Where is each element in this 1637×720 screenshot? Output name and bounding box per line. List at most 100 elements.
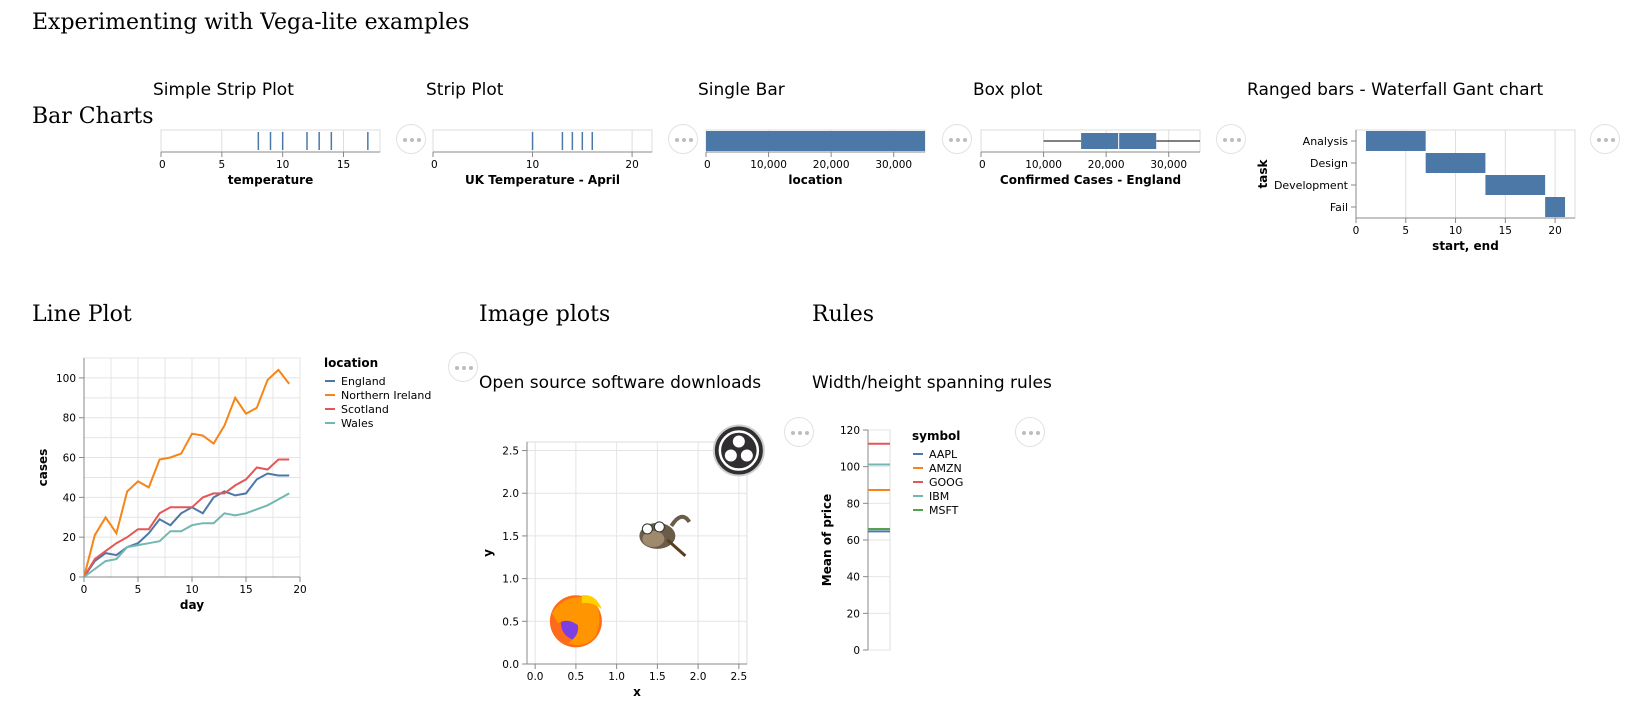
rules-legend-label: AMZN bbox=[929, 462, 962, 475]
gantt-bar bbox=[1365, 131, 1426, 151]
line-legend-label: Wales bbox=[341, 417, 374, 430]
rules-y-tick-label: 120 bbox=[840, 425, 860, 437]
images-x-tick-label: 0.5 bbox=[568, 671, 585, 683]
line-series-scotland bbox=[83, 458, 290, 578]
rules-legend-label: AAPL bbox=[929, 448, 958, 461]
gantt-x-tick-label: 0 bbox=[1353, 225, 1360, 237]
chart-actions-button-strip[interactable] bbox=[668, 124, 698, 154]
chart-title-strip: Strip Plot bbox=[426, 80, 504, 100]
single_bar-x-tick-label: 30,000 bbox=[875, 159, 912, 171]
rules-y-tick-label: 0 bbox=[853, 645, 860, 657]
simple_strip-x-tick-label: 5 bbox=[218, 159, 225, 171]
images-x-tick-label: 0.0 bbox=[527, 671, 544, 683]
gantt-bar bbox=[1425, 153, 1486, 173]
line-x-tick-label: 15 bbox=[239, 584, 252, 596]
line-y-tick-label: 80 bbox=[63, 413, 76, 425]
firefox-logo-fox bbox=[551, 597, 600, 646]
images-x-tick-label: 1.5 bbox=[649, 671, 666, 683]
gimp-logo-eye bbox=[641, 523, 653, 535]
chart-actions-button-simple-strip[interactable] bbox=[396, 124, 426, 154]
obs-logo-ring bbox=[718, 430, 760, 471]
chart-title-gantt: Ranged bars - Waterfall Gant chart bbox=[1247, 80, 1544, 100]
chart-actions-button-gantt[interactable] bbox=[1590, 124, 1620, 154]
chart-title-box-plot: Box plot bbox=[973, 80, 1043, 100]
box-x-tick-label: 0 bbox=[979, 159, 986, 171]
simple_strip-x-tick-label: 0 bbox=[159, 159, 166, 171]
box-x-tick-label: 10,000 bbox=[1025, 159, 1062, 171]
line-x-tick-label: 5 bbox=[135, 584, 142, 596]
gimp-logo-ear bbox=[669, 514, 692, 528]
chart-actions-button-rules[interactable] bbox=[1015, 417, 1045, 447]
simple_strip-x-axis-title: temperature bbox=[228, 173, 313, 187]
images-x-tick-label: 2.0 bbox=[690, 671, 707, 683]
images-point-obs bbox=[712, 424, 765, 477]
gimp-logo-brush bbox=[666, 538, 687, 558]
rules-legend-title: symbol bbox=[912, 429, 960, 443]
line-x-axis-title: day bbox=[180, 598, 204, 612]
images-y-tick-label: 0.5 bbox=[502, 616, 519, 628]
line-x-tick-label: 10 bbox=[185, 584, 198, 596]
line-series-wales bbox=[83, 492, 290, 578]
rules-legend-label: IBM bbox=[929, 490, 949, 503]
chart-actions-button-box-plot[interactable] bbox=[1216, 124, 1246, 154]
images-y-tick-label: 2.0 bbox=[502, 488, 519, 500]
simple_strip-x-tick-label: 15 bbox=[337, 159, 350, 171]
line-y-tick-label: 0 bbox=[69, 572, 76, 584]
obs-logo-dot bbox=[730, 433, 747, 450]
line-series-northern-ireland bbox=[83, 368, 290, 578]
rules-y-tick-label: 60 bbox=[847, 535, 860, 547]
line-y-axis-title: cases bbox=[36, 449, 50, 487]
images-y-tick-label: 2.5 bbox=[502, 446, 519, 458]
line-legend-title: location bbox=[324, 356, 378, 370]
single_bar-x-tick-label: 20,000 bbox=[813, 159, 850, 171]
rules-y-tick-label: 40 bbox=[847, 572, 860, 584]
gantt-y-tick-label: Analysis bbox=[1303, 135, 1349, 148]
gantt-bar bbox=[1545, 197, 1566, 217]
images-x-axis-title: x bbox=[633, 685, 641, 699]
rules-legend-label: GOOG bbox=[929, 476, 963, 489]
gantt-x-tick-label: 5 bbox=[1402, 225, 1409, 237]
chart-actions-button-single-bar[interactable] bbox=[942, 124, 972, 154]
rules-y-tick-label: 100 bbox=[840, 462, 860, 474]
strip-x-axis-title: UK Temperature - April bbox=[465, 173, 620, 187]
line-y-tick-label: 40 bbox=[63, 492, 76, 504]
images-y-tick-label: 1.0 bbox=[502, 574, 519, 586]
rules-y-tick-label: 20 bbox=[847, 608, 860, 620]
line-x-tick-label: 20 bbox=[293, 584, 306, 596]
obs-logo-icon bbox=[712, 424, 765, 477]
strip-x-tick-label: 20 bbox=[625, 159, 638, 171]
chart-title-single-bar: Single Bar bbox=[698, 80, 785, 100]
rules-y-tick-label: 80 bbox=[847, 498, 860, 510]
obs-logo-dot bbox=[738, 447, 755, 464]
single_bar-x-axis-title: location bbox=[788, 173, 842, 187]
section-title-bar-charts: Bar Charts bbox=[32, 104, 154, 129]
single-bar-rect bbox=[706, 131, 925, 151]
single_bar-x-tick-label: 10,000 bbox=[750, 159, 787, 171]
line-y-tick-label: 60 bbox=[63, 453, 76, 465]
gimp-logo-eye bbox=[653, 521, 665, 533]
images-x-tick-label: 2.5 bbox=[731, 671, 748, 683]
box-x-tick-label: 30,000 bbox=[1150, 159, 1187, 171]
rules-y-axis-title: Mean of price bbox=[820, 494, 834, 586]
images-point-firefox bbox=[549, 595, 602, 648]
section-title-image-plots: Image plots bbox=[479, 302, 611, 327]
line-y-tick-label: 20 bbox=[63, 532, 76, 544]
line-legend-label: Scotland bbox=[341, 403, 389, 416]
images-y-axis-title: y bbox=[481, 549, 495, 557]
gimp-logo-snout bbox=[642, 530, 665, 547]
gantt-y-axis-title: task bbox=[1256, 159, 1270, 189]
chart-actions-button-images[interactable] bbox=[784, 417, 814, 447]
line-series-england bbox=[83, 472, 290, 578]
chart-title-rules: Width/height spanning rules bbox=[812, 373, 1052, 393]
box-x-axis-title: Confirmed Cases - England bbox=[1000, 173, 1181, 187]
line-legend-label: Northern Ireland bbox=[341, 389, 431, 402]
section-title-rules: Rules bbox=[812, 302, 875, 327]
gantt-x-tick-label: 15 bbox=[1499, 225, 1512, 237]
line-legend-label: England bbox=[341, 375, 386, 388]
images-point-gimp bbox=[639, 514, 692, 558]
box-x-tick-label: 20,000 bbox=[1088, 159, 1125, 171]
images-x-tick-label: 1.0 bbox=[608, 671, 625, 683]
gantt-bar bbox=[1485, 175, 1546, 195]
chart-actions-button-line[interactable] bbox=[448, 352, 478, 382]
